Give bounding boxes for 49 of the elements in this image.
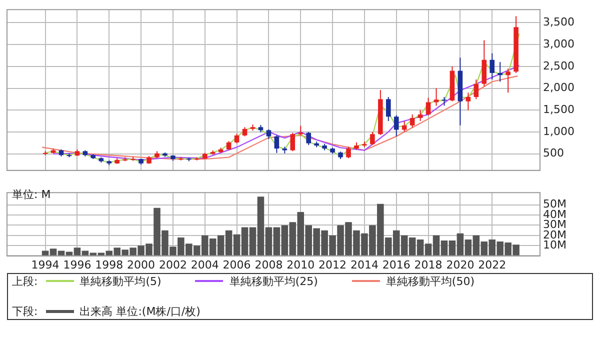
y-axis-title: 単位: M <box>12 187 51 202</box>
candlestick <box>498 62 502 82</box>
candlestick <box>474 79 479 100</box>
x-tick-label: 2002 <box>158 258 187 272</box>
legend-title: 上段: <box>12 274 38 288</box>
x-tick-label: 2012 <box>318 258 347 272</box>
candlestick <box>290 132 296 152</box>
y-tick-label: 3,500 <box>543 16 574 29</box>
candlestick <box>266 128 272 140</box>
legend-label: 単純移動平均(5) <box>80 274 162 288</box>
x-tick-label: 2004 <box>190 258 219 272</box>
candlestick <box>386 96 391 122</box>
x-tick-label: 2016 <box>382 258 410 272</box>
y-tick-label: 1,000 <box>543 124 574 138</box>
y-tick-label: 2,500 <box>543 59 574 72</box>
candlestick <box>346 146 351 159</box>
x-tick-label: 2010 <box>286 258 315 272</box>
y-tick-label: 2,000 <box>543 81 574 94</box>
legend-label: 単純移動平均(50) <box>386 274 474 288</box>
candlestick <box>402 120 407 132</box>
y-tick-label: 3,000 <box>543 37 574 50</box>
x-tick-label: 1994 <box>31 258 60 272</box>
x-tick-label: 2014 <box>350 258 378 272</box>
legend-label: 単純移動平均(25) <box>229 274 318 288</box>
candlestick <box>410 114 415 128</box>
x-tick-label: 2000 <box>127 258 156 272</box>
candlestick <box>490 52 495 80</box>
x-tick-label: 2020 <box>446 258 474 272</box>
x-tick-label: 2018 <box>414 258 442 272</box>
candlestick <box>466 92 471 111</box>
candlestick <box>394 114 399 137</box>
candlestick <box>242 126 248 137</box>
y-tick-label: 500 <box>543 146 564 160</box>
candlestick <box>418 110 423 122</box>
x-tick-label: 2022 <box>478 258 506 272</box>
candlestick <box>426 97 431 116</box>
x-tick-label: 2006 <box>222 258 251 272</box>
candlestick <box>370 131 375 146</box>
candlestick <box>234 133 240 144</box>
candlestick <box>306 131 311 146</box>
candlestick <box>434 88 439 106</box>
y-tick-label: 1,500 <box>543 102 574 116</box>
legend-title: 下段: <box>12 304 38 318</box>
x-tick-label: 2008 <box>254 258 283 272</box>
x-tick-label: 1996 <box>63 258 92 272</box>
candlestick <box>274 134 280 154</box>
candlestick <box>506 68 510 94</box>
x-tick-label: 1998 <box>95 258 124 272</box>
legend-label: 出来高 単位:(M株/口/枚) <box>80 304 200 318</box>
